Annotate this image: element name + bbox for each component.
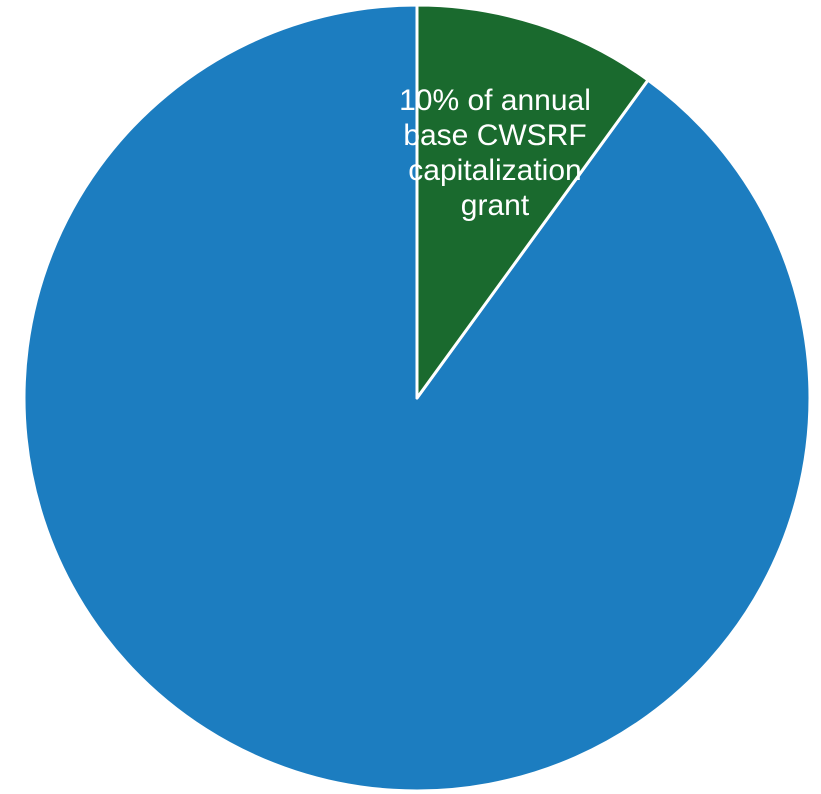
pie-slice-0-label-line: capitalization (408, 154, 581, 187)
pie-slice-0-label: 10% of annual base CWSRF capitalization gra… (399, 84, 591, 222)
pie-slice-0 (415, 3, 650, 400)
pie-labels: 10% of annual base CWSRF capitalization gra… (399, 84, 591, 222)
pie-slice-0-label-line: grant (461, 189, 530, 222)
pie-slice-0-label-line: 10% of annual (399, 84, 591, 117)
pie-slice-0-label-line: base CWSRF (403, 119, 586, 152)
pie-slices (22, 3, 812, 793)
